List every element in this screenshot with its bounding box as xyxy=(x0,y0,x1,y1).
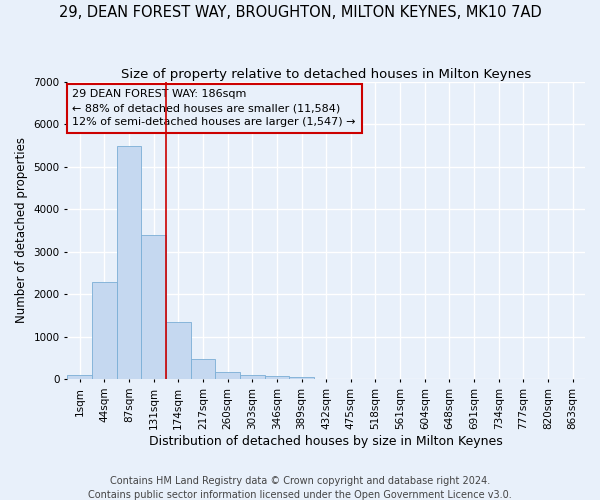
Title: Size of property relative to detached houses in Milton Keynes: Size of property relative to detached ho… xyxy=(121,68,531,80)
Bar xyxy=(141,234,166,379)
Bar xyxy=(289,376,314,379)
Bar xyxy=(265,376,289,379)
Text: Contains HM Land Registry data © Crown copyright and database right 2024.
Contai: Contains HM Land Registry data © Crown c… xyxy=(88,476,512,500)
Bar xyxy=(166,322,191,379)
Bar xyxy=(215,372,240,379)
Bar xyxy=(116,146,141,379)
Bar xyxy=(191,359,215,379)
Bar xyxy=(67,375,92,379)
Bar xyxy=(92,282,116,379)
Bar xyxy=(240,374,265,379)
X-axis label: Distribution of detached houses by size in Milton Keynes: Distribution of detached houses by size … xyxy=(149,434,503,448)
Y-axis label: Number of detached properties: Number of detached properties xyxy=(15,138,28,324)
Text: 29 DEAN FOREST WAY: 186sqm
← 88% of detached houses are smaller (11,584)
12% of : 29 DEAN FOREST WAY: 186sqm ← 88% of deta… xyxy=(73,89,356,127)
Text: 29, DEAN FOREST WAY, BROUGHTON, MILTON KEYNES, MK10 7AD: 29, DEAN FOREST WAY, BROUGHTON, MILTON K… xyxy=(59,5,541,20)
